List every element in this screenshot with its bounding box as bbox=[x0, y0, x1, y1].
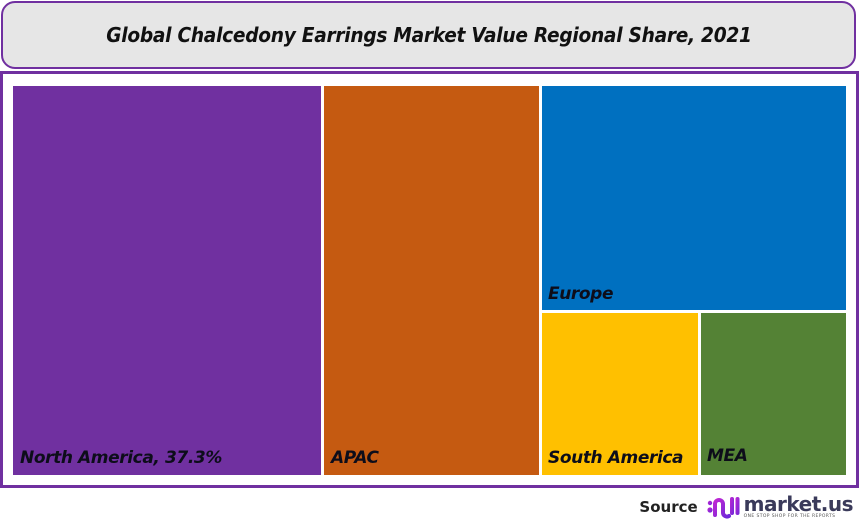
tile-label-apac: APAC bbox=[331, 448, 379, 468]
tile-label-europe: Europe bbox=[548, 284, 614, 304]
tile-apac: APAC bbox=[324, 86, 539, 475]
chart-title-box: Global Chalcedony Earrings Market Value … bbox=[1, 1, 856, 69]
tile-mea: MEA bbox=[701, 313, 846, 475]
source-label: Source bbox=[639, 498, 698, 516]
source-attribution: Source market.us ONE STOP SHOP FOR THE R… bbox=[639, 493, 853, 521]
tile-north-america: North America, 37.3% bbox=[13, 86, 321, 475]
market-us-logo-icon bbox=[707, 497, 740, 519]
tile-label-north-america: North America, 37.3% bbox=[20, 448, 222, 468]
tile-label-mea: MEA bbox=[707, 446, 748, 466]
brand-name: market.us bbox=[743, 492, 854, 517]
tile-europe: Europe bbox=[542, 86, 846, 310]
chart-title: Global Chalcedony Earrings Market Value … bbox=[105, 23, 752, 47]
market-us-logo: market.us ONE STOP SHOP FOR THE REPORTS bbox=[706, 492, 854, 521]
tile-label-south-america: South America bbox=[548, 448, 684, 468]
tile-south-america: South America bbox=[542, 313, 698, 475]
brand-tagline: ONE STOP SHOP FOR THE REPORTS bbox=[743, 514, 836, 520]
